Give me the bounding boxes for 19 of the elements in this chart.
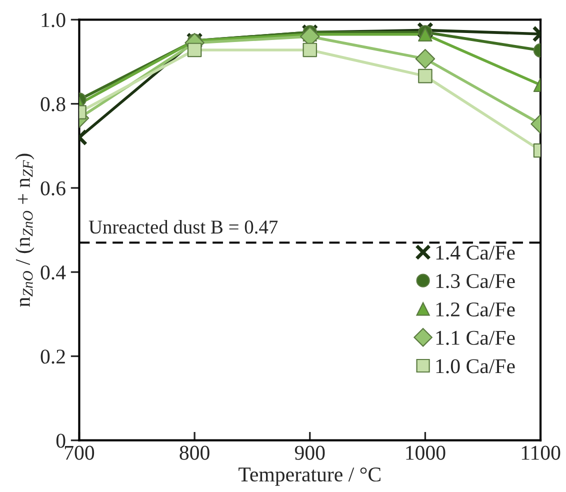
x-tick-label: 900 — [294, 446, 325, 460]
y-tick-label: 0.6 — [40, 181, 66, 196]
y-tick-label: 0 — [56, 434, 66, 448]
y-tick-label: 0.2 — [40, 350, 65, 364]
x-tick-label: 1100 — [522, 446, 560, 460]
ref-line-label: Unreacted dust B = 0.47 — [88, 220, 278, 234]
y-tick-label: 0.4 — [40, 265, 66, 280]
x-tick-label: 800 — [180, 446, 210, 460]
legend-label: 1.4 Ca/Fe — [436, 246, 515, 260]
x-tick-label: 700 — [64, 446, 94, 460]
legend-label: 1.2 Ca/Fe — [436, 302, 515, 317]
x-tick-label: 1000 — [406, 446, 446, 460]
legend-label: 1.0 Ca/Fe — [436, 359, 515, 374]
y-axis-title: n$_{ZnO}$ / (n$_{ZnO}$ + n$_{ZF}$) — [15, 154, 34, 307]
y-tick-label: 0.8 — [40, 97, 66, 112]
legend-label: 1.1 Ca/Fe — [436, 330, 515, 345]
x-axis-title: Temperature / °C — [238, 467, 380, 486]
y-tick-label: 1.0 — [42, 13, 66, 28]
legend-label: 1.3 Ca/Fe — [436, 274, 515, 288]
